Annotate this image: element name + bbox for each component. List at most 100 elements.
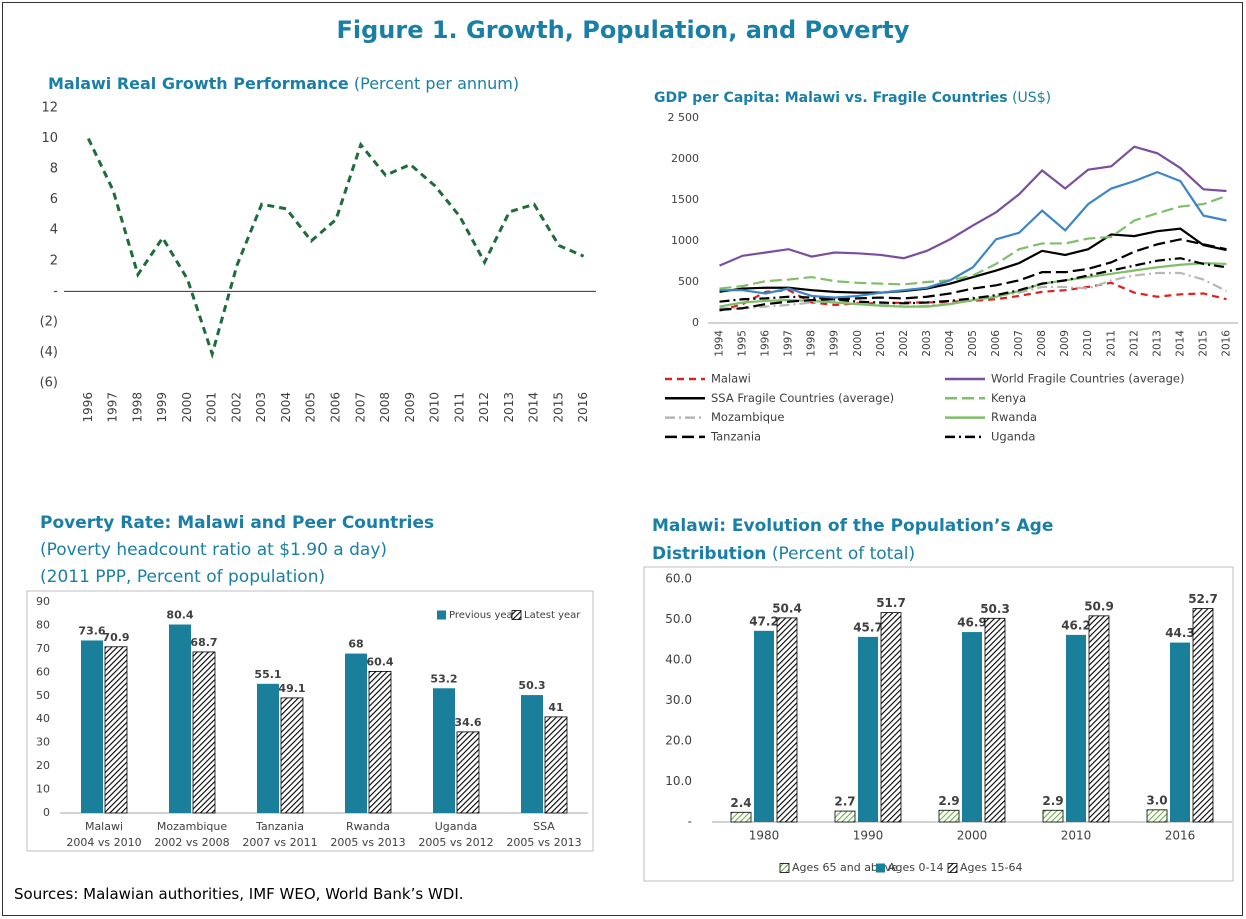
- legend-label: Uganda: [991, 429, 1035, 443]
- bar: [544, 716, 568, 814]
- y-tick-label: 90: [36, 595, 50, 608]
- x-tick-label: 2000: [852, 330, 864, 357]
- x-tick-label: 1997: [783, 330, 795, 357]
- x-tick-label: 1999: [829, 330, 841, 357]
- value-label: 2.4: [730, 796, 751, 810]
- x-tick-sublabel: 2002 vs 2008: [154, 836, 229, 849]
- x-tick-sublabel: 2005 vs 2013: [506, 836, 581, 849]
- value-label: 51.7: [876, 596, 906, 610]
- x-tick-label: 2008: [1036, 330, 1048, 357]
- chart-subtitle: (2011 PPP, Percent of population): [40, 567, 326, 587]
- x-tick-label: 1998: [130, 392, 144, 423]
- x-tick-label: 2016: [576, 392, 590, 423]
- x-tick-label: 2004: [279, 392, 293, 423]
- y-tick-label: 0: [43, 806, 50, 819]
- x-tick-label: 2002: [229, 392, 243, 423]
- x-tick-sublabel: 2005 vs 2013: [330, 836, 405, 849]
- chart-heading: GDP per Capita: Malawi vs. Fragile Count…: [654, 90, 1051, 106]
- legend-swatch: [947, 863, 958, 873]
- y-tick-label: 4: [50, 223, 58, 238]
- x-tick-label: 1999: [155, 392, 169, 423]
- value-label: 41: [548, 701, 563, 714]
- chart-title: Malawi Real Growth Performance: [48, 74, 349, 93]
- y-tick-label: 10.0: [665, 774, 692, 788]
- x-tick-label: 2008: [378, 392, 392, 423]
- y-tick-label: 0: [692, 316, 699, 329]
- source-note: Sources: Malawian authorities, IMF WEO, …: [14, 885, 464, 903]
- x-tick-label: 2012: [477, 392, 491, 423]
- bar: [169, 624, 191, 813]
- y-tick-label: 10: [36, 783, 50, 796]
- bar: [433, 688, 455, 813]
- line: [719, 262, 1227, 308]
- x-tick-label: 2001: [205, 392, 219, 423]
- value-label: 68: [348, 638, 363, 651]
- y-tick-label: 50.0: [665, 612, 692, 626]
- chart-title: GDP per Capita: Malawi vs. Fragile Count…: [654, 90, 1008, 106]
- bar: [776, 617, 798, 823]
- legend-swatch: [779, 863, 790, 873]
- legend-label: Kenya: [991, 391, 1026, 405]
- value-label: 50.3: [980, 602, 1010, 616]
- bar: [257, 683, 279, 813]
- y-tick-label: 10: [41, 131, 58, 146]
- value-label: 34.6: [454, 716, 481, 729]
- bar: [521, 695, 543, 813]
- value-label: 2.9: [938, 794, 959, 808]
- legend-label: SSA Fragile Countries (average): [711, 391, 894, 405]
- x-tick-sublabel: 2004 vs 2010: [66, 836, 141, 849]
- line: [719, 238, 1227, 311]
- x-tick-label: 1996: [760, 330, 772, 357]
- y-tick-label: -: [53, 284, 58, 299]
- y-tick-label: 60.0: [665, 572, 692, 586]
- y-tick-label: 6: [50, 192, 58, 207]
- chart-subtitle: (US$): [1012, 90, 1052, 106]
- chart-subtitle: (Poverty headcount ratio at $1.90 a day): [40, 540, 388, 560]
- x-tick-label: 2000: [957, 829, 988, 843]
- x-tick-label: 2001: [875, 330, 887, 357]
- figure-title: Figure 1. Growth, Population, and Povert…: [336, 16, 910, 44]
- legend-label: Ages 65 and above: [792, 861, 898, 874]
- y-tick-label: 1000: [671, 234, 699, 247]
- chart-frame: [643, 566, 1234, 882]
- legend-label: Ages 15-64: [960, 861, 1022, 874]
- value-label: 50.4: [772, 601, 802, 615]
- legend-swatch: [511, 610, 522, 620]
- line: [719, 170, 1227, 299]
- x-tick-label: 1996: [81, 392, 95, 423]
- bar: [1146, 809, 1168, 823]
- chart-heading: Malawi Real Growth Performance (Percent …: [48, 74, 519, 93]
- bar: [1042, 809, 1064, 823]
- line: [719, 194, 1227, 290]
- x-tick-label: 2016: [1165, 829, 1196, 843]
- value-label: 46.2: [1061, 618, 1091, 632]
- chart-heading: Malawi: Evolution of the Population’s Ag…: [652, 512, 1072, 568]
- y-tick-label: (4): [40, 345, 58, 360]
- x-tick-label: SSA: [533, 820, 555, 833]
- x-tick-label: 2000: [180, 392, 194, 423]
- legend-label: Tanzania: [710, 429, 761, 443]
- x-tick-label: Mozambique: [157, 820, 227, 833]
- y-tick-label: -: [688, 815, 692, 829]
- y-tick-label: 2000: [671, 152, 699, 165]
- x-tick-label: 2014: [1174, 330, 1186, 357]
- x-tick-label: 2010: [1082, 330, 1094, 357]
- x-tick-label: 2003: [254, 392, 268, 423]
- line: [719, 227, 1227, 294]
- x-tick-label: 2009: [403, 392, 417, 423]
- x-tick-label: Malawi: [85, 820, 123, 833]
- y-tick-label: 30: [36, 736, 50, 749]
- value-label: 60.4: [366, 655, 393, 668]
- bar: [1192, 608, 1214, 823]
- y-tick-label: 20.0: [665, 734, 692, 748]
- value-label: 80.4: [166, 609, 193, 622]
- x-tick-label: 2009: [1059, 330, 1071, 357]
- y-tick-label: 40.0: [665, 653, 692, 667]
- line: [719, 257, 1227, 305]
- x-tick-label: 2010: [1061, 829, 1092, 843]
- x-tick-label: 2005: [967, 330, 979, 357]
- bar: [192, 651, 216, 814]
- x-tick-label: 2015: [1197, 330, 1209, 357]
